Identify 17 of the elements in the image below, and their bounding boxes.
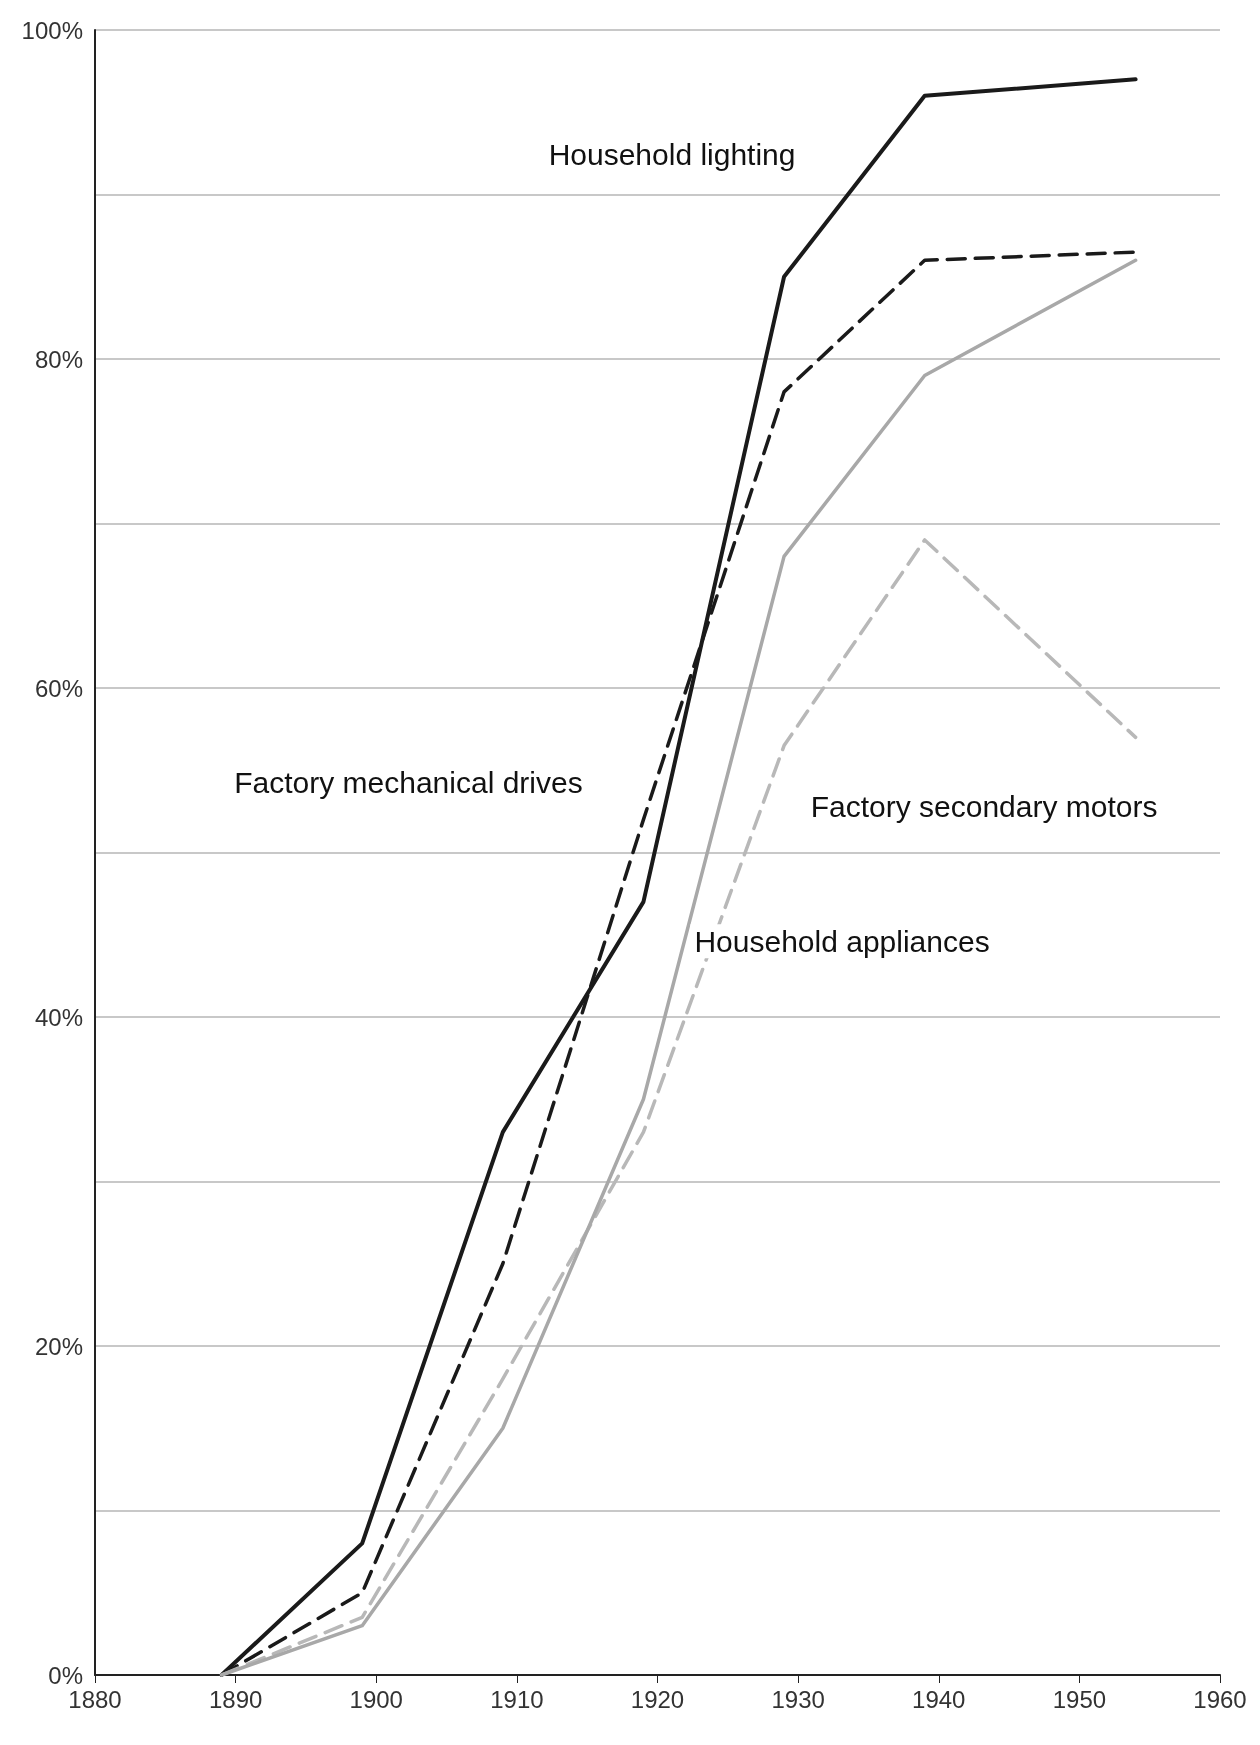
text: Factory mechanical drives (234, 766, 583, 800)
y-tick-label: 20% (34, 1332, 83, 1360)
x-tick-label: 1890 (208, 1685, 263, 1713)
x-tick-label: 1960 (1193, 1685, 1247, 1713)
series-label: Factory secondary motors (810, 790, 1158, 824)
x-tick-label: 1930 (771, 1685, 825, 1713)
x-tick-label: 1900 (349, 1685, 403, 1713)
series-label: Household appliances (694, 924, 990, 958)
y-tick-label: 40% (34, 1003, 83, 1031)
y-tick-label: 80% (34, 345, 83, 373)
series-label: Household lighting (548, 138, 796, 172)
y-tick-label: 60% (34, 674, 83, 702)
y-tick-label: 100% (21, 16, 83, 44)
x-tick-label: 1950 (1052, 1685, 1107, 1713)
x-tick-label: 1940 (912, 1685, 966, 1713)
x-tick-label: 1920 (630, 1685, 685, 1713)
x-tick-label: 1910 (490, 1685, 544, 1713)
